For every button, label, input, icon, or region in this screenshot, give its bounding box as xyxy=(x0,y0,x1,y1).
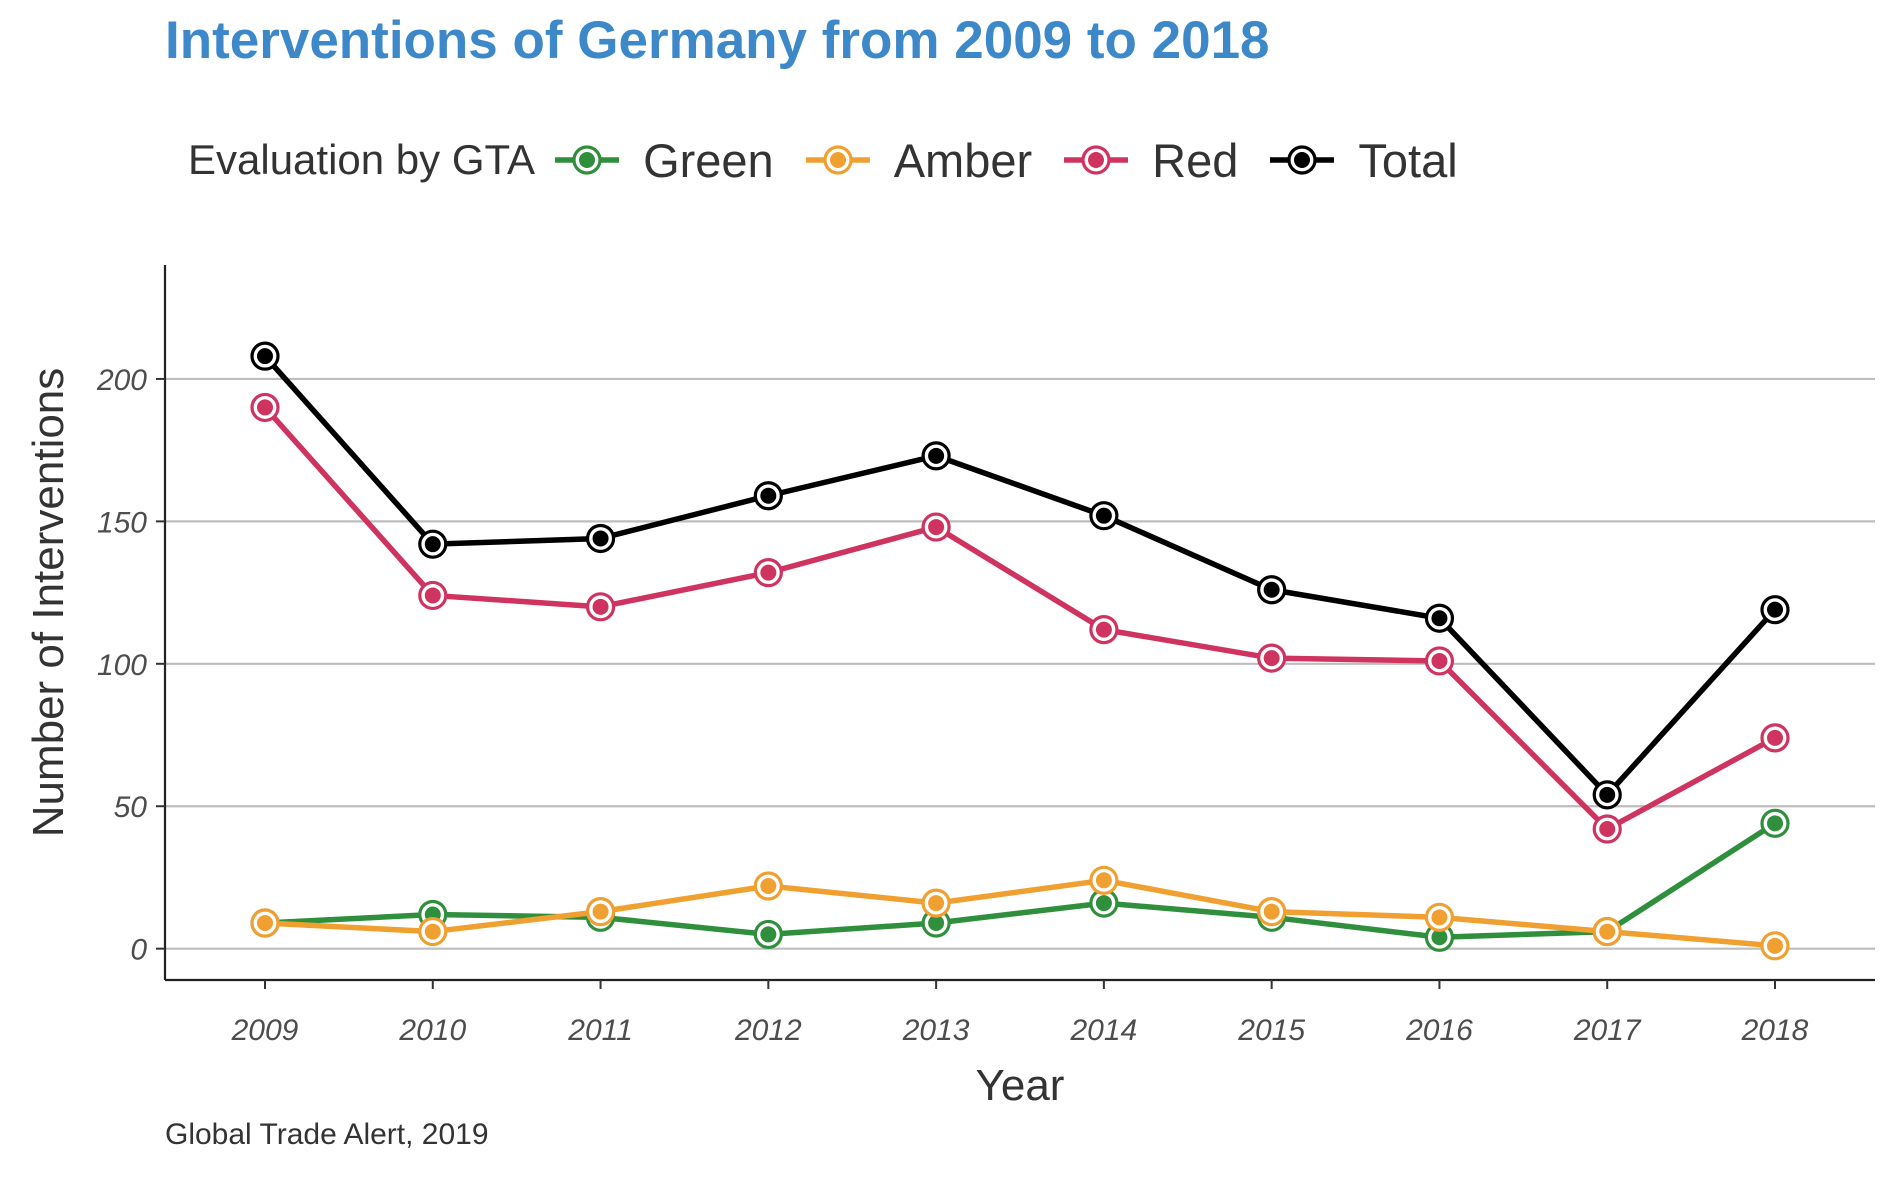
data-point-amber-2014 xyxy=(1089,865,1119,895)
data-point-total-2017 xyxy=(1592,780,1622,810)
data-point-total-2010 xyxy=(418,529,448,559)
x-tick-label: 2016 xyxy=(1405,1014,1473,1047)
legend-item-amber: Amber xyxy=(804,133,1032,188)
x-tick-label: 2017 xyxy=(1573,1014,1642,1047)
series-line-amber xyxy=(264,877,1776,949)
data-point-amber-2011 xyxy=(585,897,616,927)
data-point-total-2009 xyxy=(250,341,280,371)
data-point-total-2016 xyxy=(1424,603,1455,633)
legend-key-amber xyxy=(805,145,870,175)
x-tick-label: 2014 xyxy=(1070,1014,1138,1047)
data-point-total-2015 xyxy=(1257,575,1287,605)
y-tick-label: 0 xyxy=(130,934,147,967)
y-tick-label: 50 xyxy=(114,791,148,824)
x-axis-title: Year xyxy=(976,1061,1065,1110)
series-red xyxy=(250,392,1790,844)
y-tick-label: 200 xyxy=(96,364,147,397)
data-point-green-2012 xyxy=(753,919,783,950)
series-total xyxy=(250,341,1790,810)
data-point-amber-2012 xyxy=(753,871,783,901)
x-tick-label: 2009 xyxy=(231,1014,299,1047)
data-point-total-2014 xyxy=(1089,501,1119,531)
x-axis-ticks: 2009 2010 2011 2012 2013 2014 2015 2016 2017 2018 xyxy=(231,980,1809,1047)
data-point-total-2013 xyxy=(921,441,951,471)
gridlines xyxy=(165,377,1875,950)
axes xyxy=(163,265,1875,982)
data-point-red-2010 xyxy=(418,580,448,611)
data-point-amber-2009 xyxy=(250,908,280,938)
data-point-amber-2010 xyxy=(418,916,448,947)
data-point-amber-2018 xyxy=(1760,931,1790,961)
x-tick-label: 2015 xyxy=(1237,1014,1305,1047)
data-point-red-2011 xyxy=(585,592,616,622)
legend-key-red xyxy=(1064,145,1129,175)
data-point-green-2014 xyxy=(1089,888,1119,918)
legend: Evaluation by GTA Green Amber Red Total xyxy=(188,130,1488,190)
series-line-total xyxy=(262,354,1778,798)
x-tick-label: 2012 xyxy=(734,1014,802,1047)
chart-title: Interventions of Germany from 2009 to 20… xyxy=(165,11,1270,70)
y-tick-label: 100 xyxy=(97,649,147,682)
series-amber xyxy=(250,865,1790,961)
caption: Global Trade Alert, 2019 xyxy=(165,1118,489,1151)
data-point-red-2013 xyxy=(921,512,951,542)
y-axis-ticks: 0 50 100 150 200 xyxy=(96,364,165,967)
y-tick-label: 150 xyxy=(97,506,147,539)
legend-key-green xyxy=(555,145,620,175)
legend-label-amber: Amber xyxy=(893,133,1033,187)
data-point-amber-2015 xyxy=(1257,897,1287,927)
legend-label-red: Red xyxy=(1152,133,1239,187)
legend-key-total xyxy=(1270,145,1335,175)
data-point-red-2018 xyxy=(1760,723,1790,753)
data-point-green-2018 xyxy=(1760,808,1790,838)
x-tick-label: 2011 xyxy=(567,1014,633,1047)
x-tick-label: 2018 xyxy=(1741,1014,1809,1047)
y-axis-title: Number of Interventions xyxy=(24,368,73,838)
series-line-red xyxy=(262,405,1777,832)
series-layer xyxy=(250,341,1790,961)
legend-title: Evaluation by GTA xyxy=(188,136,536,183)
x-tick-label: 2013 xyxy=(902,1014,970,1047)
data-point-red-2009 xyxy=(250,392,280,423)
data-point-total-2011 xyxy=(585,523,616,554)
series-line-green xyxy=(264,821,1777,941)
legend-label-green: Green xyxy=(643,133,774,187)
data-point-amber-2013 xyxy=(921,888,951,918)
data-point-red-2017 xyxy=(1592,814,1622,844)
legend-item-red: Red xyxy=(1062,133,1238,188)
x-tick-label: 2010 xyxy=(398,1014,466,1047)
legend-item-total: Total xyxy=(1268,133,1458,188)
data-point-total-2012 xyxy=(753,481,783,511)
data-point-green-2016 xyxy=(1424,922,1455,952)
data-point-red-2015 xyxy=(1257,643,1287,673)
data-point-red-2016 xyxy=(1424,646,1455,676)
data-point-amber-2016 xyxy=(1424,902,1455,932)
data-point-amber-2017 xyxy=(1592,916,1622,947)
legend-item-green: Green xyxy=(553,133,774,188)
data-point-total-2018 xyxy=(1760,595,1790,625)
legend-label-total: Total xyxy=(1358,133,1458,187)
data-point-red-2014 xyxy=(1089,615,1119,645)
data-point-red-2012 xyxy=(753,558,783,588)
